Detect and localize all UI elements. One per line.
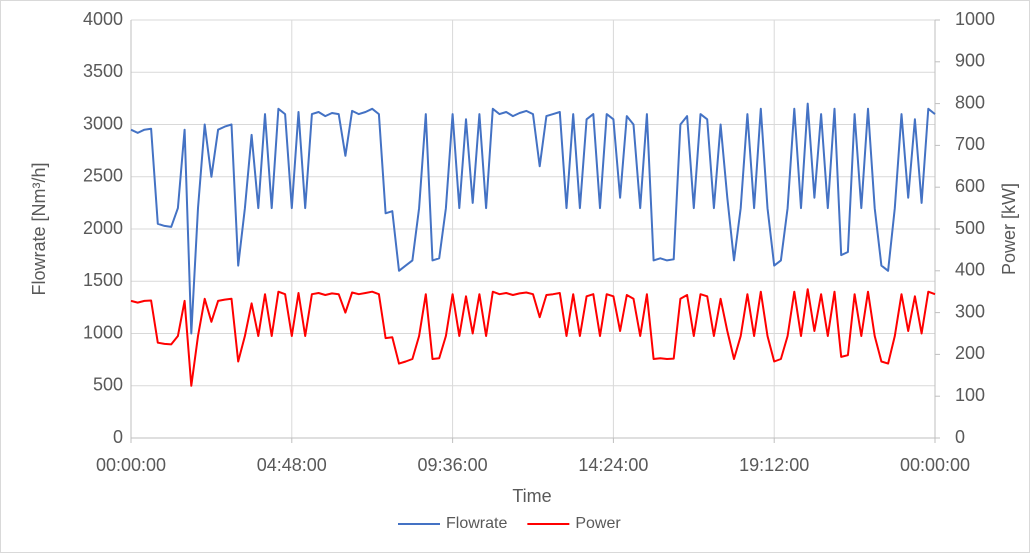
series-line [130,102,936,335]
y-tick-label: 2000 [83,218,123,238]
y2-tick-label: 100 [955,385,985,405]
y2-tick-label: 1000 [955,9,995,29]
series-line [130,288,936,387]
y2-tick-label: 900 [955,51,985,71]
y2-tick-label: 800 [955,92,985,112]
x-tick-label: 04:48:00 [257,455,327,475]
y2-tick-label: 600 [955,176,985,196]
x-tick-label: 14:24:00 [578,455,648,475]
y-tick-label: 3500 [83,61,123,81]
legend-label: Power [575,515,621,532]
x-tick-label: 00:00:00 [900,455,970,475]
y-tick-label: 3000 [83,113,123,133]
y2-tick-label: 0 [955,427,965,447]
y-tick-label: 1500 [83,270,123,290]
y-tick-label: 2500 [83,166,123,186]
y2-tick-label: 200 [955,343,985,363]
y2-tick-label: 500 [955,218,985,238]
y-tick-label: 1000 [83,322,123,342]
y-tick-label: 4000 [83,9,123,29]
y2-tick-label: 300 [955,301,985,321]
y-tick-label: 500 [93,375,123,395]
y2-tick-label: 400 [955,260,985,280]
x-tick-label: 19:12:00 [739,455,809,475]
y2-axis-title: Power [kW] [999,183,1019,275]
y2-tick-label: 700 [955,134,985,154]
x-tick-label: 09:36:00 [418,455,488,475]
x-tick-label: 00:00:00 [96,455,166,475]
legend-label: Flowrate [446,515,507,532]
y-tick-label: 0 [113,427,123,447]
x-axis-title: Time [512,486,551,506]
y-axis-title: Flowrate [Nm³/h] [29,162,49,295]
